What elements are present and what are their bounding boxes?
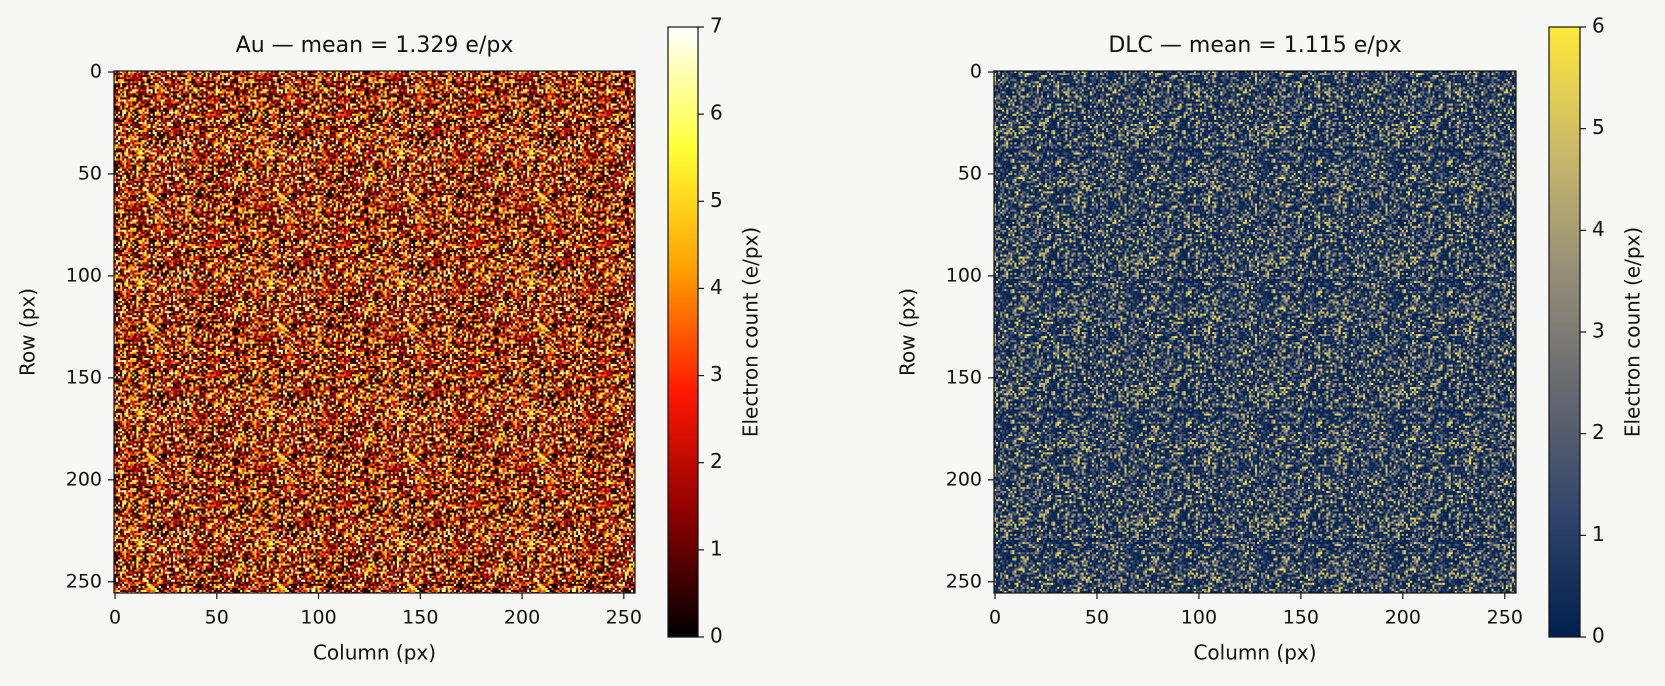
title: Au — mean = 1.329 e/px <box>236 33 514 58</box>
x-axis-label: Column (px) <box>1193 641 1316 665</box>
x-tick-label: 0 <box>989 607 1001 629</box>
x-tick-label: 250 <box>606 607 642 629</box>
y-tick-label: 150 <box>946 366 982 388</box>
colorbar-tick-label: 6 <box>1592 14 1605 38</box>
x-tick-label: 150 <box>402 607 438 629</box>
colorbar-tick-label: 6 <box>710 101 723 125</box>
colorbar-tick-label: 3 <box>710 362 723 386</box>
colorbar-label: Electron count (e/px) <box>1621 227 1645 437</box>
y-tick-label: 100 <box>946 264 982 286</box>
y-tick-label: 50 <box>958 162 982 184</box>
x-tick-label: 100 <box>300 607 336 629</box>
x-tick-label: 50 <box>205 607 229 629</box>
y-tick-label: 0 <box>970 61 982 83</box>
y-tick-label: 200 <box>66 468 102 490</box>
x-tick-label: 200 <box>504 607 540 629</box>
y-axis-label: Row (px) <box>896 288 920 376</box>
y-axis-label: Row (px) <box>16 288 40 376</box>
heatmap-image <box>114 71 635 593</box>
y-tick-label: 100 <box>66 264 102 286</box>
y-tick-label: 200 <box>946 468 982 490</box>
axes-frame <box>993 70 1517 594</box>
axes-frame <box>113 70 636 594</box>
colorbar-frame <box>667 26 699 638</box>
colorbar-tick-label: 2 <box>710 449 723 473</box>
y-tick-label: 50 <box>78 162 102 184</box>
y-tick-label: 250 <box>66 570 102 592</box>
y-tick-label: 250 <box>946 570 982 592</box>
x-tick-label: 50 <box>1085 607 1109 629</box>
x-tick-label: 200 <box>1385 607 1421 629</box>
x-tick-label: 100 <box>1181 607 1217 629</box>
y-tick-label: 0 <box>90 61 102 83</box>
colorbar-tick-label: 4 <box>1592 217 1605 241</box>
colorbar-tick-label: 4 <box>710 275 723 299</box>
heatmap-image <box>994 71 1516 593</box>
colorbar-tick-label: 2 <box>1592 420 1605 444</box>
x-tick-label: 150 <box>1283 607 1319 629</box>
x-tick-label: 250 <box>1487 607 1523 629</box>
colorbar-tick-label: 7 <box>710 14 723 38</box>
colorbar-tick-label: 0 <box>1592 624 1605 648</box>
title: DLC — mean = 1.115 e/px <box>1108 33 1401 58</box>
x-axis-label: Column (px) <box>313 641 436 665</box>
x-tick-label: 0 <box>109 607 121 629</box>
colorbar-tick-label: 5 <box>710 188 723 212</box>
colorbar-tick-label: 0 <box>710 624 723 648</box>
colorbar <box>1549 27 1580 637</box>
colorbar-tick-label: 1 <box>1592 522 1605 546</box>
colorbar <box>668 27 698 637</box>
colorbar-tick-label: 3 <box>1592 319 1605 343</box>
y-tick-label: 150 <box>66 366 102 388</box>
colorbar-tick-label: 1 <box>710 536 723 560</box>
colorbar-label: Electron count (e/px) <box>739 227 763 437</box>
colorbar-tick-label: 5 <box>1592 115 1605 139</box>
